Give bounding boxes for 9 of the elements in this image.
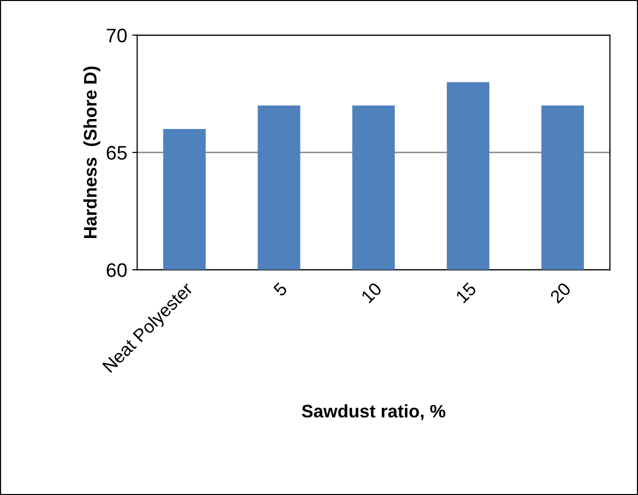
x-tick-label: 5 [272,282,288,297]
x-tick-label: 20 [549,282,572,304]
y-tick-label: 60 [106,263,127,278]
y-axis-title: Hardness (Shore D) [83,66,100,238]
x-axis-title: Sawdust ratio, % [302,404,446,420]
y-tick-label: 70 [106,28,127,42]
y-tick-label: 65 [106,146,127,160]
x-tick-label: 15 [455,282,477,304]
x-tick-label: 10 [360,282,382,304]
